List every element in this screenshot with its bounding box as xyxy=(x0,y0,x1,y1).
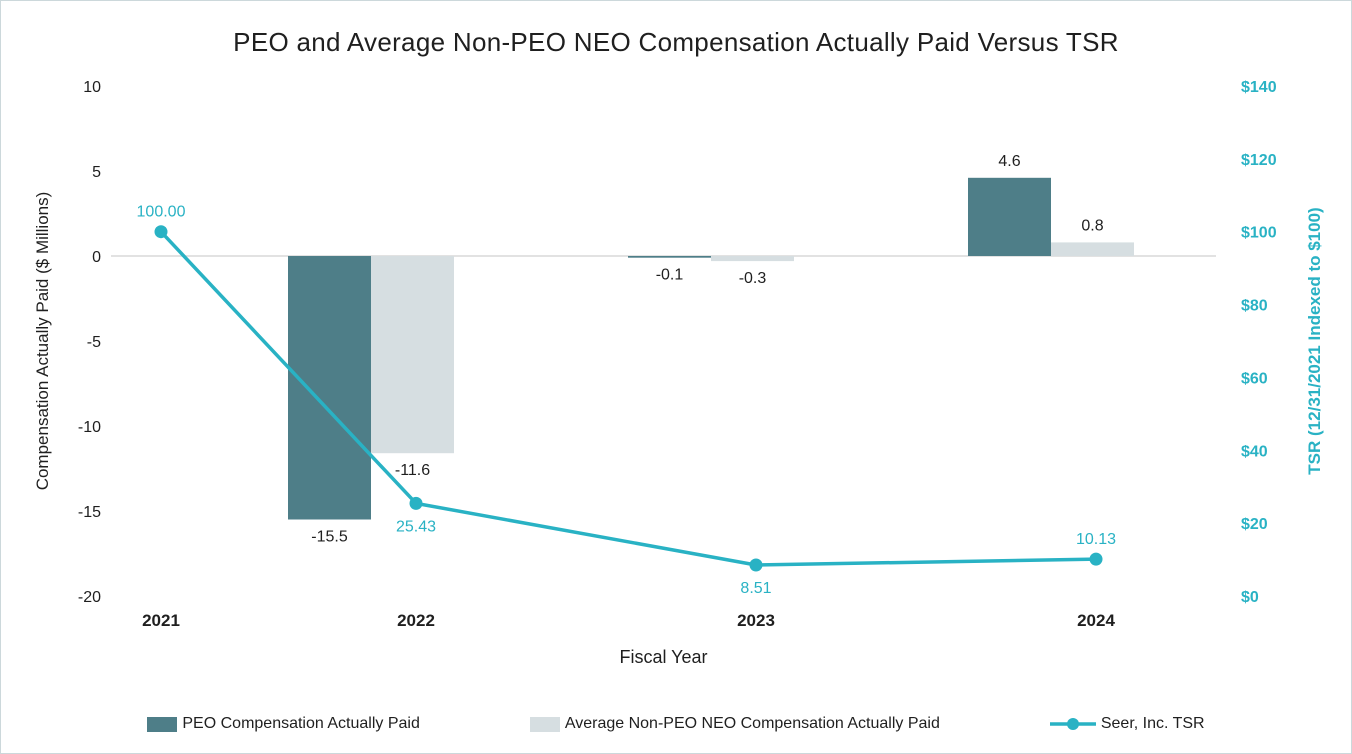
tsr-point xyxy=(154,225,168,239)
legend-swatch-peo xyxy=(147,716,178,732)
peo-bar xyxy=(288,256,371,520)
tsr-point xyxy=(749,558,763,572)
neo-bar xyxy=(711,256,794,262)
right-axis-tick: $140 xyxy=(1241,79,1277,96)
bar-data-label: 4.6 xyxy=(998,153,1020,170)
x-axis-tick: 2022 xyxy=(397,611,435,630)
x-axis-tick: 2021 xyxy=(142,611,180,630)
neo-bar xyxy=(371,256,454,454)
right-axis-tick: $80 xyxy=(1241,298,1268,315)
right-axis-tick: $20 xyxy=(1241,516,1268,533)
chart-title: PEO and Average Non-PEO NEO Compensation… xyxy=(233,27,1119,57)
left-axis-tick: -5 xyxy=(87,334,101,351)
peo-bar xyxy=(628,256,711,258)
x-axis-tick: 2024 xyxy=(1077,611,1115,630)
left-axis-tick: -10 xyxy=(78,419,101,436)
right-axis-tick: $60 xyxy=(1241,370,1268,387)
tsr-data-label: 8.51 xyxy=(740,580,771,597)
tsr-point xyxy=(409,496,423,510)
tsr-data-label: 10.13 xyxy=(1076,531,1116,548)
legend: PEO Compensation Actually Paid Average N… xyxy=(1,715,1351,733)
legend-item-neo: Average Non-PEO NEO Compensation Actuall… xyxy=(529,715,940,733)
bar-data-label: -15.5 xyxy=(311,529,348,546)
right-axis-tick: $0 xyxy=(1241,589,1259,606)
left-axis-tick: 0 xyxy=(92,249,101,266)
left-axis-tick: 5 xyxy=(92,164,101,181)
legend-line-swatch-icon xyxy=(1049,718,1096,730)
legend-label-neo: Average Non-PEO NEO Compensation Actuall… xyxy=(564,715,940,732)
legend-item-peo: PEO Compensation Actually Paid xyxy=(147,715,420,733)
legend-label-peo: PEO Compensation Actually Paid xyxy=(182,715,420,732)
bar-data-label: -0.3 xyxy=(739,270,767,287)
left-axis-tick: -15 xyxy=(78,504,101,521)
left-axis-tick: -20 xyxy=(78,589,101,606)
bar-data-label: 0.8 xyxy=(1081,217,1103,234)
peo-bar xyxy=(968,177,1051,256)
legend-swatch-neo xyxy=(529,716,560,732)
left-axis-tick: 10 xyxy=(83,79,101,96)
right-axis-tick: $100 xyxy=(1241,225,1277,242)
bar-data-label: -0.1 xyxy=(656,267,684,284)
tsr-point xyxy=(1089,552,1103,566)
neo-bar xyxy=(1051,242,1134,256)
right-axis-tick: $40 xyxy=(1241,443,1268,460)
tsr-data-label: 100.00 xyxy=(137,204,186,221)
bar-data-label: -11.6 xyxy=(395,462,430,479)
x-axis-tick: 2023 xyxy=(737,611,775,630)
tsr-data-label: 25.43 xyxy=(396,518,436,535)
tsr-line xyxy=(159,230,1097,567)
legend-item-tsr: Seer, Inc. TSR xyxy=(1049,715,1205,733)
x-axis-title: Fiscal Year xyxy=(619,647,708,667)
right-axis-tick: $120 xyxy=(1241,152,1277,169)
legend-label-tsr: Seer, Inc. TSR xyxy=(1100,715,1205,732)
